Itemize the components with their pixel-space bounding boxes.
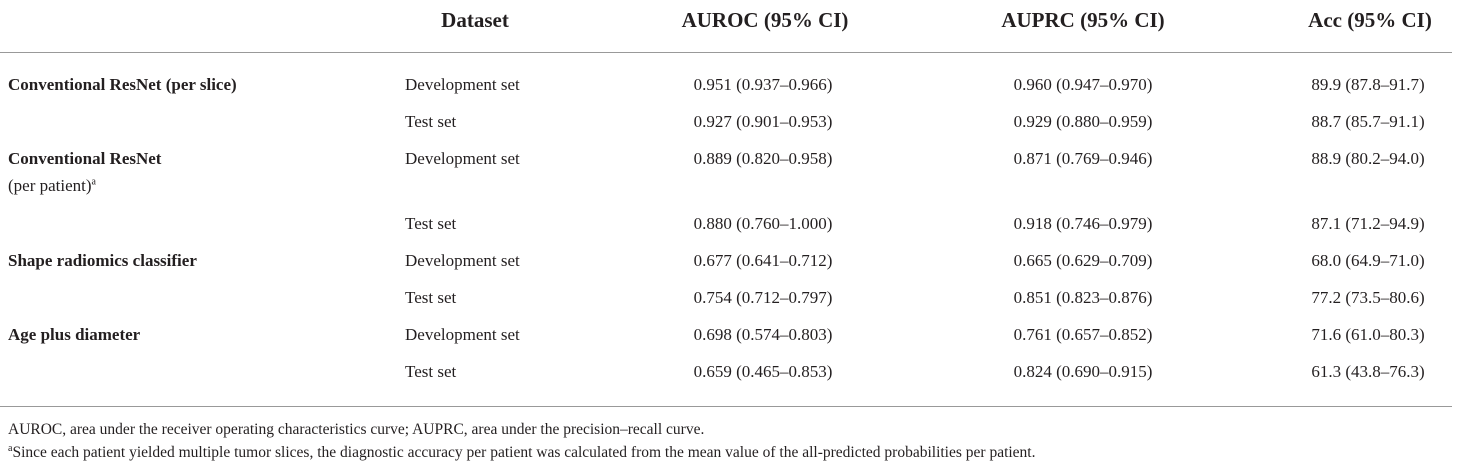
metric-value: 0.698 (0.574–0.803) [693,325,833,344]
metric-value: 68.0 (64.9–71.0) [1311,251,1425,270]
metric-value: 61.3 (43.8–76.3) [1311,362,1425,381]
dataset-name: Development set [405,251,520,270]
metric-value: 88.7 (85.7–91.1) [1311,112,1425,131]
header-rule [0,52,1452,53]
footnote-mark: a [91,176,96,188]
metric-value: 0.927 (0.901–0.953) [693,112,833,131]
model-name: Conventional ResNet (per slice) [8,75,237,94]
metric-value: 77.2 (73.5–80.6) [1311,288,1425,307]
metric-value: 0.918 (0.746–0.979) [1013,214,1153,233]
dataset-name: Development set [405,75,520,94]
model-note: (per patient)a [8,176,96,195]
dataset-name: Development set [405,149,520,168]
column-header: AUROC (95% CI) [681,8,849,32]
metric-value: 0.754 (0.712–0.797) [693,288,833,307]
footnote-text: AUROC, area under the receiver operating… [8,421,705,438]
dataset-name: Test set [405,214,457,233]
dataset-name: Test set [405,288,457,307]
column-header: AUPRC (95% CI) [1001,8,1165,32]
metric-value: 0.889 (0.820–0.958) [693,149,833,168]
metric-value: 89.9 (87.8–91.7) [1311,75,1425,94]
metric-value: 0.659 (0.465–0.853) [693,362,833,381]
metric-value: 0.677 (0.641–0.712) [693,251,833,270]
dataset-name: Test set [405,112,457,131]
dataset-name: Development set [405,325,520,344]
footnote: aSince each patient yielded multiple tum… [8,443,1036,463]
column-header: Acc (95% CI) [1308,8,1432,32]
bottom-rule [0,406,1452,407]
metric-value: 0.880 (0.760–1.000) [693,214,833,233]
metric-value: 88.9 (80.2–94.0) [1311,149,1425,168]
metric-value: 0.929 (0.880–0.959) [1013,112,1153,131]
dataset-name: Test set [405,362,457,381]
metric-value: 0.665 (0.629–0.709) [1013,251,1153,270]
footnote-text: Since each patient yielded multiple tumo… [12,444,1036,461]
model-name: Conventional ResNet [8,149,162,168]
metric-value: 0.951 (0.937–0.966) [693,75,833,94]
footnote-mark: a [8,442,13,454]
metric-value: 87.1 (71.2–94.9) [1311,214,1425,233]
column-header: Dataset [441,8,509,32]
metric-value: 0.851 (0.823–0.876) [1013,288,1153,307]
metric-value: 0.871 (0.769–0.946) [1013,149,1153,168]
footnote: AUROC, area under the receiver operating… [8,420,704,440]
metric-value: 0.960 (0.947–0.970) [1013,75,1153,94]
model-name: Age plus diameter [8,325,141,344]
metric-value: 0.761 (0.657–0.852) [1013,325,1153,344]
model-name: Shape radiomics classifier [8,251,197,270]
metric-value: 71.6 (61.0–80.3) [1311,325,1425,344]
metric-value: 0.824 (0.690–0.915) [1013,362,1153,381]
